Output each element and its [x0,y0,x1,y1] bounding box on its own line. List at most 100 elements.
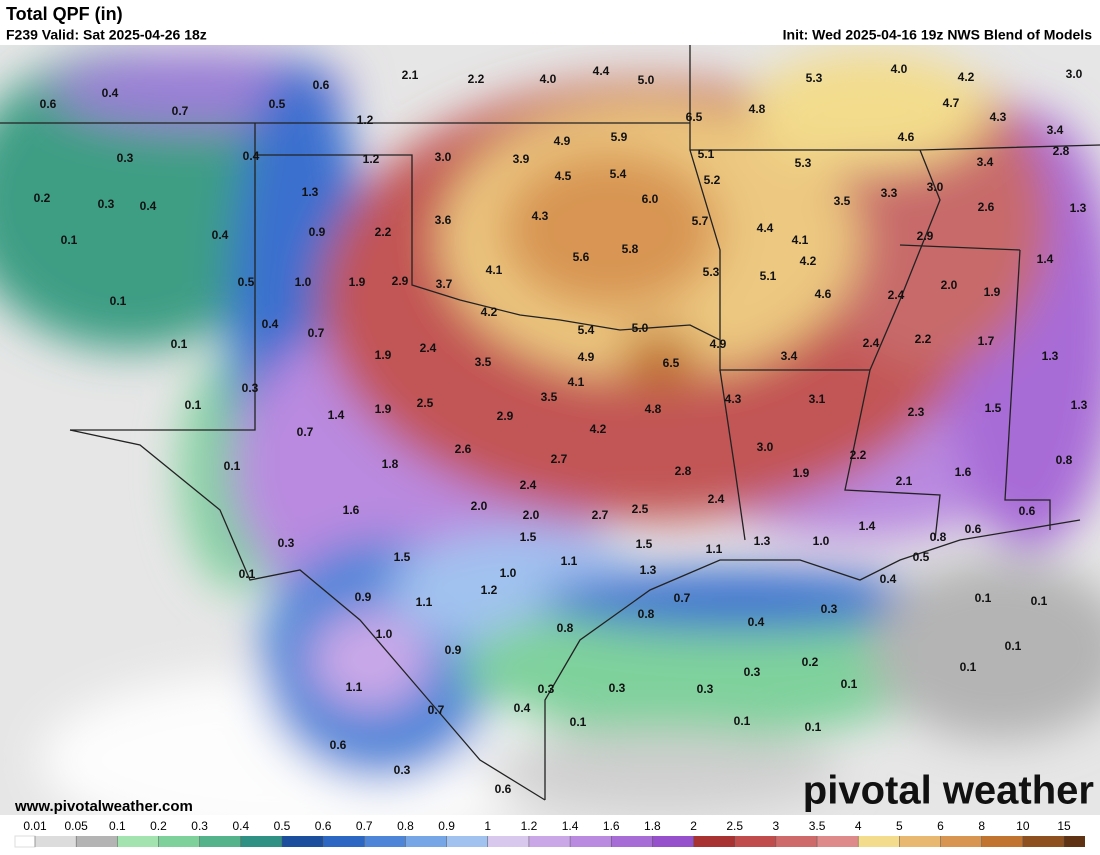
precip-label: 0.1 [975,591,992,605]
precip-label: 0.4 [748,615,765,629]
colorbar-swatch [1064,836,1085,847]
colorbar-swatch [693,836,735,847]
colorbar-label: 1.8 [644,819,661,833]
colorbar-swatch [76,836,118,847]
precip-label: 5.6 [573,250,590,264]
precip-label: 4.9 [710,337,727,351]
precip-label: 0.5 [238,275,255,289]
colorbar-label: 3 [773,819,780,833]
precip-label: 4.9 [578,350,595,364]
precip-label: 6.5 [663,356,680,370]
precip-field: 2.1 2.2 4.0 4.4 5.0 5.3 4.0 4.2 3.0 0.6 0.4 0.7 0.5 0… [0,45,1100,815]
precip-label: 3.0 [1066,67,1083,81]
precip-label: 0.1 [110,294,127,308]
precip-label: 4.2 [481,305,498,319]
precip-label: 0.4 [262,317,279,331]
precip-label: 0.7 [172,104,189,118]
precip-label: 5.1 [698,147,715,161]
precip-label: 5.3 [806,71,823,85]
precip-label: 4.0 [891,62,908,76]
precip-label: 3.4 [781,349,798,363]
precip-label: 2.2 [850,448,867,462]
precip-label: 4.2 [800,254,817,268]
precip-label: 0.1 [805,720,822,734]
colorbar-label: 6 [937,819,944,833]
border [1004,249,1051,530]
precip-label: 0.6 [1019,504,1036,518]
precip-label: 0.6 [40,97,57,111]
precip-label: 2.0 [941,278,958,292]
precip-label: 2.6 [978,200,995,214]
precip-label: 0.1 [224,459,241,473]
colorbar-label: 8 [978,819,985,833]
precip-label: 3.0 [435,150,452,164]
precip-label: 0.3 [697,682,714,696]
border [70,123,256,431]
precip-label: 1.3 [640,563,657,577]
colorbar-label: 3.5 [809,819,826,833]
precip-label: 1.2 [481,583,498,597]
colorbar-swatch [117,836,159,847]
precip-label: 0.8 [638,607,655,621]
precip-label: 0.1 [1005,639,1022,653]
precip-label: 0.1 [841,677,858,691]
precip-label: 3.5 [475,355,492,369]
precip-label: 5.7 [692,214,709,228]
precip-label: 1.3 [754,534,771,548]
precip-label: 0.6 [330,738,347,752]
precip-label: 1.1 [561,554,578,568]
precip-label: 1.2 [357,113,374,127]
precip-label: 0.8 [1056,453,1073,467]
precip-label: 0.6 [965,522,982,536]
precip-label: 1.9 [375,348,392,362]
colorbar-swatch [158,836,200,847]
precip-label: 0.5 [913,550,930,564]
colorbar-label: 1.4 [562,819,579,833]
precip-label: 4.6 [815,287,832,301]
precip-label: 4.7 [943,96,960,110]
colorbar-label: 0.6 [315,819,332,833]
precip-label: 2.9 [917,229,934,243]
precip-label: 3.5 [541,390,558,404]
precip-label: 1.2 [363,152,380,166]
border [719,369,746,541]
precip-label: 4.4 [593,64,610,78]
precip-label: 0.4 [880,572,897,586]
precip-label: 0.8 [557,621,574,635]
precip-label: 0.7 [428,703,445,717]
border [844,369,941,541]
precip-label: 5.8 [622,242,639,256]
precip-label: 2.1 [896,474,913,488]
colorbar-label: 2 [690,819,697,833]
precip-label: 1.1 [706,542,723,556]
precip-label: 5.1 [760,269,777,283]
precip-label: 3.0 [927,180,944,194]
precip-label: 0.7 [674,591,691,605]
precip-label: 0.6 [313,78,330,92]
colorbar-swatch [940,836,982,847]
valid-time: F239 Valid: Sat 2025-04-26 18z [6,27,207,43]
precip-label: 0.2 [802,655,819,669]
precip-label: 3.3 [881,186,898,200]
precip-label: 2.4 [520,478,537,492]
precip-label: 1.9 [375,402,392,416]
precip-label: 4.3 [990,110,1007,124]
colorbar-swatch [981,836,1023,847]
precip-label: 1.5 [394,550,411,564]
precip-label: 5.0 [632,321,649,335]
precip-label: 1.3 [1071,398,1088,412]
colorbar-label: 1 [484,819,491,833]
precip-label: 1.0 [376,627,393,641]
colorbar-label: 0.4 [232,819,249,833]
precip-label: 0.7 [297,425,314,439]
precip-label: 4.3 [725,392,742,406]
precip-label: 4.4 [757,221,774,235]
colorbar-label: 0.5 [274,819,291,833]
precip-label: 5.3 [795,156,812,170]
precip-label: 3.0 [757,440,774,454]
colorbar-label: 0.2 [150,819,167,833]
precip-label: 4.3 [532,209,549,223]
precip-label: 4.0 [540,72,557,86]
colorbar-swatch [446,836,488,847]
